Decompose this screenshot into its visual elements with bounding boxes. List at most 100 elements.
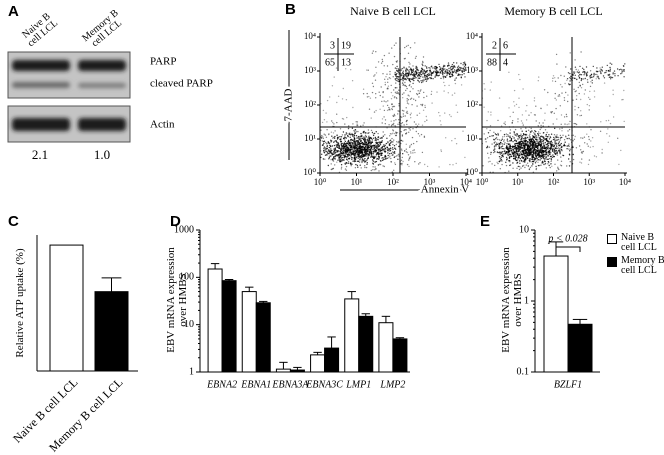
event-dot [410, 47, 411, 48]
event-dot [329, 147, 330, 148]
significance-bracket [556, 247, 580, 252]
event-dot [447, 71, 448, 72]
event-dot [541, 146, 542, 147]
event-dot [366, 149, 367, 150]
event-dot [372, 139, 373, 140]
event-dot [414, 161, 415, 162]
event-dot [581, 74, 582, 75]
event-dot [559, 153, 560, 154]
event-dot [421, 74, 422, 75]
event-dot [357, 144, 358, 145]
event-dot [553, 123, 554, 124]
event-dot [497, 120, 498, 121]
event-dot [402, 140, 403, 141]
event-dot [579, 93, 580, 94]
event-dot [600, 121, 601, 122]
x-tick-label: 10⁴ [619, 177, 631, 187]
event-dot [528, 115, 529, 116]
event-dot [561, 150, 562, 151]
event-dot [440, 72, 441, 73]
event-dot [517, 134, 518, 135]
event-dot [390, 78, 391, 79]
event-dot [506, 159, 507, 160]
event-dot [556, 134, 557, 135]
event-dot [535, 144, 536, 145]
event-dot [590, 70, 591, 71]
event-dot [394, 133, 395, 134]
event-dot [420, 104, 421, 105]
event-dot [456, 73, 457, 74]
event-dot [538, 131, 539, 132]
event-dot [382, 122, 383, 123]
event-dot [387, 149, 388, 150]
event-dot [405, 115, 406, 116]
event-dot [374, 145, 375, 146]
event-dot [334, 130, 335, 131]
event-dot [366, 164, 367, 165]
event-dot [359, 142, 360, 143]
event-dot [514, 143, 515, 144]
event-dot [452, 164, 453, 165]
event-dot [408, 166, 409, 167]
event-dot [359, 148, 360, 149]
event-dot [499, 161, 500, 162]
event-dot [346, 134, 347, 135]
band-label: Actin [150, 119, 175, 131]
event-dot [524, 146, 525, 147]
event-dot [330, 148, 331, 149]
event-dot [517, 154, 518, 155]
event-dot [574, 59, 575, 60]
event-dot [511, 150, 512, 151]
event-dot [464, 76, 465, 77]
event-dot [384, 159, 385, 160]
event-dot [512, 149, 513, 150]
event-dot [379, 146, 380, 147]
event-dot [507, 158, 508, 159]
event-dot [526, 164, 527, 165]
event-dot [593, 76, 594, 77]
event-dot [524, 167, 525, 168]
event-dot [516, 157, 517, 158]
event-dot [596, 156, 597, 157]
event-dot [538, 147, 539, 148]
event-dot [350, 145, 351, 146]
event-dot [418, 133, 419, 134]
event-dot [344, 139, 345, 140]
event-dot [538, 134, 539, 135]
event-dot [574, 139, 575, 140]
event-dot [394, 156, 395, 157]
event-dot [406, 124, 407, 125]
event-dot [565, 92, 566, 93]
event-dot [486, 128, 487, 129]
event-dot [391, 153, 392, 154]
event-dot [394, 97, 395, 98]
event-dot [519, 160, 520, 161]
quadrant-percent: 4 [503, 57, 508, 68]
event-dot [509, 158, 510, 159]
event-dot [336, 152, 337, 153]
event-dot [599, 67, 600, 68]
event-dot [543, 158, 544, 159]
event-dot [365, 140, 366, 141]
event-dot [536, 169, 537, 170]
event-dot [346, 170, 347, 171]
event-dot [416, 141, 417, 142]
y-tick-label: 1000 [174, 224, 194, 235]
event-dot [373, 50, 374, 51]
event-dot [409, 80, 410, 81]
bar [568, 324, 592, 372]
event-dot [553, 146, 554, 147]
event-dot [448, 92, 449, 93]
event-dot [418, 90, 419, 91]
event-dot [364, 158, 365, 159]
event-dot [408, 132, 409, 133]
event-dot [422, 61, 423, 62]
event-dot [408, 159, 409, 160]
event-dot [512, 120, 513, 121]
event-dot [530, 167, 531, 168]
event-dot [321, 154, 322, 155]
event-dot [331, 132, 332, 133]
event-dot [509, 146, 510, 147]
event-dot [329, 151, 330, 152]
event-dot [343, 148, 344, 149]
